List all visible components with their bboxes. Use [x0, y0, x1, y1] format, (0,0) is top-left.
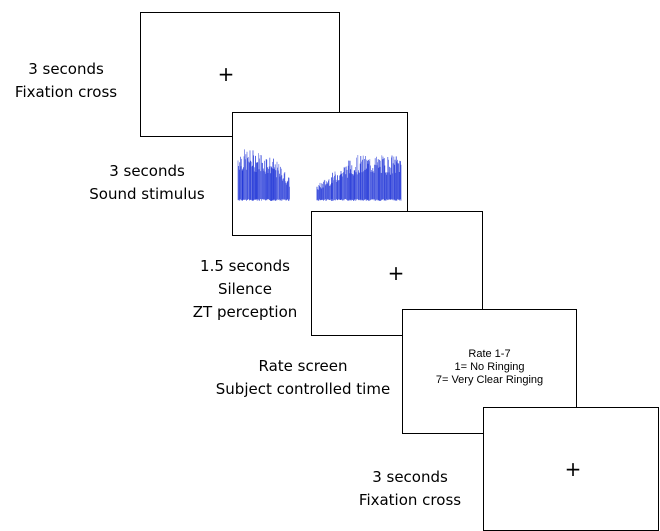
step-2-duration: 3 seconds	[109, 162, 185, 180]
rating-instructions: Rate 1-7 1= No Ringing 7= Very Clear Rin…	[403, 348, 576, 387]
fixation-cross-1: +	[217, 62, 235, 86]
step-3-label: 1.5 seconds Silence ZT perception	[180, 255, 310, 324]
step-1-caption: Fixation cross	[14, 83, 118, 101]
step-4-caption: Subject controlled time	[215, 380, 391, 398]
step-5-duration: 3 seconds	[372, 468, 448, 486]
step-4-label: Rate screen Subject controlled time	[210, 355, 396, 401]
step-3-duration: 1.5 seconds	[200, 257, 290, 275]
step-1-label: 3 seconds Fixation cross	[2, 58, 130, 104]
fixation-screen-2: +	[483, 407, 659, 531]
rating-min-label: 1= No Ringing	[454, 361, 525, 373]
rating-title: Rate 1-7	[468, 348, 511, 360]
step-2-caption: Sound stimulus	[89, 185, 205, 203]
step-5-label: 3 seconds Fixation cross	[345, 466, 475, 512]
rating-max-label: 7= Very Clear Ringing	[435, 374, 544, 386]
fixation-cross-3: +	[564, 457, 582, 481]
step-4-duration: Rate screen	[258, 357, 348, 375]
waveform-graphic	[237, 149, 402, 201]
step-3-caption-line-1: Silence	[217, 280, 273, 298]
step-3-caption-line-2: ZT perception	[192, 303, 298, 321]
step-5-caption: Fixation cross	[358, 491, 462, 509]
step-1-duration: 3 seconds	[28, 60, 104, 78]
step-2-label: 3 seconds Sound stimulus	[70, 160, 224, 206]
fixation-cross-2: +	[387, 261, 405, 285]
